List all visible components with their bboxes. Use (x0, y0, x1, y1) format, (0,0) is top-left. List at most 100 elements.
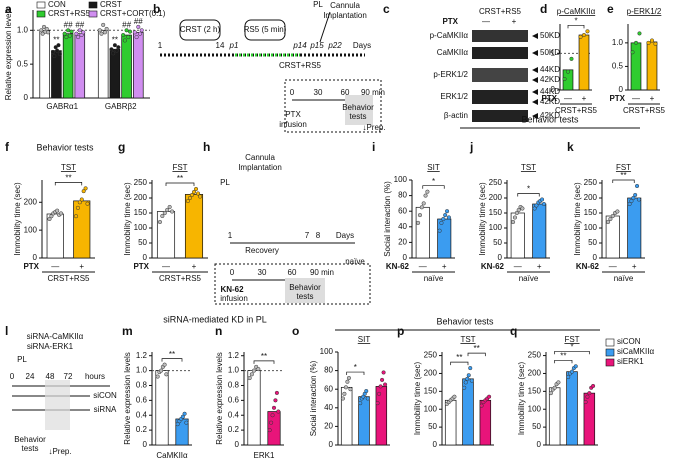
significance: ** (53, 35, 59, 44)
panel-letter: m (122, 324, 133, 338)
data-point (583, 400, 588, 405)
data-point (276, 409, 281, 414)
bar (73, 200, 91, 259)
data-point (271, 405, 277, 410)
y-tick-label: 50 (588, 238, 597, 247)
data-point (160, 213, 165, 219)
y-tick-label: 100 (24, 225, 38, 234)
legend-label: siCON (617, 337, 641, 346)
data-point (198, 194, 203, 199)
data-point (41, 24, 47, 29)
y-tick-label: 200 (134, 193, 148, 202)
blot-size: 44KD (540, 65, 560, 74)
data-point (377, 391, 382, 396)
bar (97, 29, 109, 99)
significance-bracket (253, 360, 275, 364)
panel-letter: d (540, 2, 547, 16)
data-point (343, 385, 348, 390)
section-header: siRNA-mediated KD in PL (163, 314, 267, 324)
data-point (53, 45, 58, 50)
data-point (162, 362, 167, 367)
y-tick-label: 0 (143, 253, 148, 262)
significance: ** (456, 353, 462, 362)
data-point (267, 428, 272, 433)
y-tick-label: 0.8 (228, 381, 240, 390)
y-tick-label: 1 (551, 48, 556, 57)
data-point (102, 30, 107, 35)
data-point (76, 35, 81, 40)
diagram-text: naïve (345, 257, 365, 266)
data-point (463, 380, 468, 385)
legend-label: siCaMKIIα (617, 347, 654, 356)
data-point (126, 35, 131, 40)
diagram-text: 90 min (361, 88, 385, 97)
bar (437, 218, 452, 259)
bar (267, 411, 281, 446)
legend-swatch (605, 358, 615, 367)
x-tick-label: + (192, 262, 197, 271)
data-point (468, 366, 473, 371)
data-point (585, 29, 590, 34)
significance-bracket (165, 182, 195, 186)
bar (155, 370, 169, 446)
data-point (441, 216, 446, 222)
treatment-label: PTX (609, 94, 625, 103)
y-tick-label: 0.5 (612, 62, 624, 71)
diagram-text: Implantation (238, 163, 282, 172)
significance-bracket (346, 371, 365, 376)
behavior-shade (345, 95, 373, 125)
data-point (67, 33, 72, 38)
x-tick-label: + (650, 94, 655, 103)
blot-row-name: ERK1/2 (440, 92, 468, 101)
diagram-text: 30 (258, 268, 267, 277)
bar (39, 29, 50, 99)
significance: ** (169, 350, 175, 359)
y-tick-label: 0.4 (228, 410, 240, 419)
section-header: Behavior tests (436, 316, 494, 326)
significance: * (527, 185, 530, 194)
significance-bracket (450, 361, 469, 366)
data-point (47, 216, 52, 222)
significance: ## (64, 20, 73, 29)
arrowhead (532, 50, 538, 56)
data-point (247, 375, 252, 381)
blot-size: 42KD (540, 111, 560, 120)
data-point (358, 401, 363, 406)
diagram-text: RS5 (5 min) (244, 25, 287, 34)
data-point (55, 208, 60, 213)
y-axis-label: Immobility time (sec) (517, 361, 526, 435)
arrowhead (532, 89, 538, 95)
y-tick-label: 100 (320, 347, 334, 356)
y-tick-label: 80 (324, 366, 333, 375)
data-point (77, 200, 82, 205)
data-point (256, 367, 261, 372)
data-point (73, 214, 79, 219)
y-tick-label: 250 (424, 351, 438, 360)
data-point (629, 198, 634, 204)
significance-bracket (612, 179, 635, 183)
significance: * (432, 177, 435, 186)
data-point (348, 387, 353, 392)
group-label: CRST+RS5 (555, 106, 598, 115)
data-point (532, 206, 537, 211)
panel-letter: i (372, 140, 375, 154)
data-point (511, 219, 516, 225)
blot-size: 50KD (540, 48, 560, 57)
diagram-text: tests (350, 112, 367, 121)
diagram-text: KN-62 (220, 285, 244, 294)
bar (340, 386, 353, 446)
data-point (187, 195, 192, 201)
diagram-text: 0 (230, 268, 235, 277)
data-point (97, 28, 102, 33)
data-point (569, 369, 575, 374)
data-point (591, 383, 596, 389)
data-point (380, 377, 385, 382)
panel-letter: g (118, 140, 125, 154)
y-axis-label: Social interaction (%) (309, 360, 318, 436)
data-point (416, 220, 421, 225)
data-point (196, 191, 201, 196)
bar (566, 371, 578, 446)
panel-letter: f (5, 140, 10, 154)
y-tick-label: 200 (528, 369, 542, 378)
group-label: naïve (614, 274, 634, 283)
